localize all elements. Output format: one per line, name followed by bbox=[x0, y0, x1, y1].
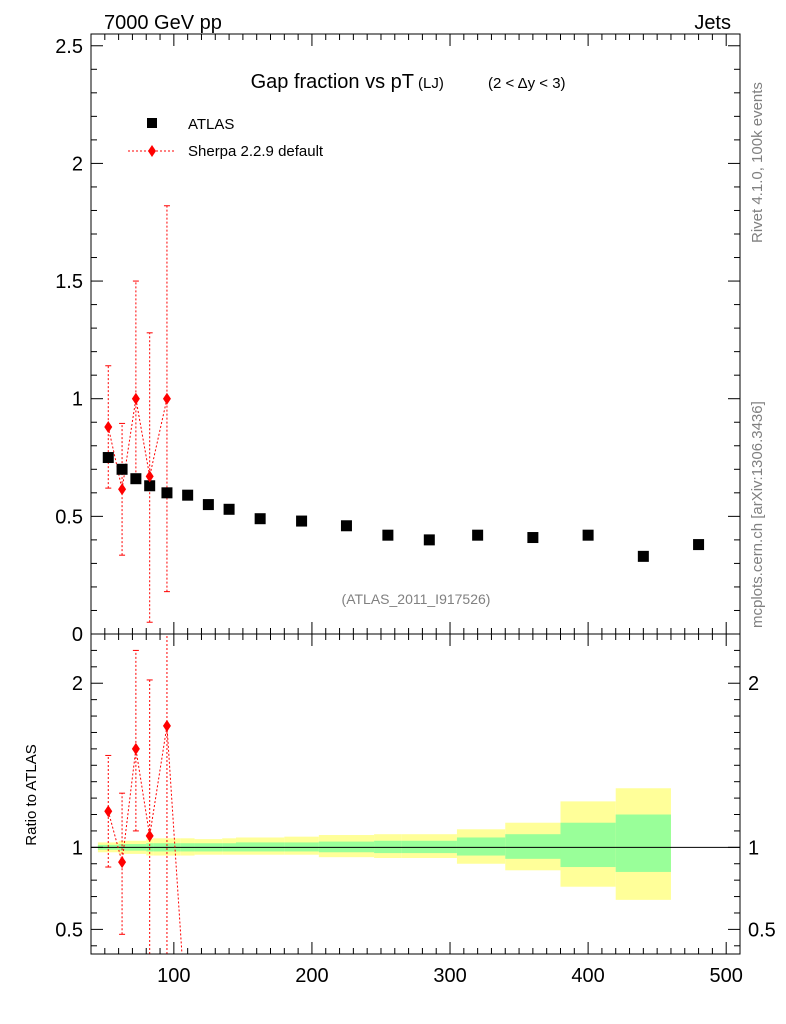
ratio-y-tick-label-left: 1 bbox=[72, 837, 83, 859]
ratio-ylabel: Ratio to ATLAS bbox=[23, 744, 40, 845]
ratio-panel: 0.5 0.5 1 1 2 2 100 200 300 400 500 Ratio to ATLAS bbox=[23, 633, 776, 987]
mcplots-label: mcplots.cern.ch [arXiv:1306.3436] bbox=[749, 401, 766, 628]
atlas-point bbox=[382, 529, 394, 541]
rivet-label: Rivet 4.1.0, 100k events bbox=[749, 82, 766, 243]
ratio-y-tick-label-right: 1 bbox=[748, 837, 759, 859]
atlas-point bbox=[423, 534, 435, 546]
ratio-point bbox=[104, 805, 113, 818]
main-y-tick-label: 1 bbox=[72, 389, 83, 411]
atlas-point bbox=[527, 532, 539, 544]
analysis-label: (ATLAS_2011_I917526) bbox=[342, 591, 491, 607]
main-axes: 0 0.5 1 1.5 2 2.5 bbox=[55, 34, 740, 646]
atlas-point bbox=[340, 520, 352, 532]
legend-atlas-label: ATLAS bbox=[188, 116, 234, 133]
header-left: 7000 GeV pp bbox=[104, 12, 222, 34]
ratio-uncertainty-bands bbox=[97, 788, 671, 900]
sherpa-point bbox=[118, 483, 127, 496]
atlas-point bbox=[102, 452, 114, 464]
main-y-tick-label: 0.5 bbox=[55, 506, 83, 528]
atlas-point bbox=[202, 499, 214, 511]
atlas-point bbox=[161, 487, 173, 499]
ratio-point bbox=[131, 742, 140, 755]
stat-uncertainty-band bbox=[560, 822, 616, 868]
x-tick-label: 300 bbox=[433, 965, 466, 987]
main-title-cut: (2 < Δy < 3) bbox=[488, 75, 566, 92]
atlas-point bbox=[693, 539, 705, 551]
x-tick-label: 500 bbox=[710, 965, 743, 987]
main-y-tick-label: 1.5 bbox=[55, 271, 83, 293]
main-y-tick-label: 2 bbox=[72, 153, 83, 175]
atlas-point bbox=[637, 550, 649, 562]
legend-sherpa-marker bbox=[148, 145, 156, 157]
ratio-point bbox=[145, 829, 154, 842]
ratio-y-tick-label-right: 2 bbox=[748, 673, 759, 695]
sherpa-point bbox=[162, 392, 171, 405]
atlas-point bbox=[116, 463, 128, 475]
ratio-y-tick-label-right: 0.5 bbox=[748, 919, 776, 941]
atlas-point bbox=[144, 480, 156, 492]
main-title-sub: (LJ) bbox=[418, 75, 444, 92]
stat-uncertainty-band bbox=[505, 834, 561, 859]
ratio-y-tick-label-left: 2 bbox=[72, 673, 83, 695]
atlas-point bbox=[223, 503, 235, 515]
atlas-point bbox=[182, 489, 194, 501]
ratio-data-points bbox=[104, 634, 183, 955]
sherpa-point bbox=[131, 392, 140, 405]
legend-sherpa-label: Sherpa 2.2.9 default bbox=[188, 143, 324, 160]
main-data-points bbox=[102, 205, 705, 623]
x-tick-label: 200 bbox=[295, 965, 328, 987]
sherpa-point bbox=[104, 420, 113, 433]
atlas-point bbox=[254, 513, 266, 525]
main-title: Gap fraction vs pT bbox=[251, 71, 414, 93]
stat-uncertainty-band bbox=[615, 814, 671, 872]
ratio-frame bbox=[90, 633, 741, 955]
main-panel: 7000 GeV pp Jets Gap fraction vs pT (LJ)… bbox=[55, 12, 741, 646]
legend: ATLAS Sherpa 2.2.9 default bbox=[128, 116, 324, 160]
x-tick-label: 100 bbox=[157, 965, 190, 987]
ratio-axes: 0.5 0.5 1 1 2 2 100 200 300 400 500 bbox=[55, 634, 776, 987]
atlas-point bbox=[582, 529, 594, 541]
ratio-point bbox=[118, 856, 127, 869]
x-tick-label: 400 bbox=[571, 965, 604, 987]
atlas-point bbox=[472, 529, 484, 541]
sherpa-line bbox=[107, 398, 168, 490]
stat-uncertainty-band bbox=[456, 837, 506, 856]
atlas-point bbox=[130, 473, 142, 485]
legend-atlas-marker bbox=[147, 118, 157, 128]
header-right: Jets bbox=[694, 12, 731, 34]
main-y-tick-label: 2.5 bbox=[55, 36, 83, 58]
atlas-point bbox=[296, 515, 308, 527]
main-y-tick-label: 0 bbox=[72, 624, 83, 646]
ratio-y-tick-label-left: 0.5 bbox=[55, 919, 83, 941]
sherpa-point bbox=[145, 470, 154, 483]
